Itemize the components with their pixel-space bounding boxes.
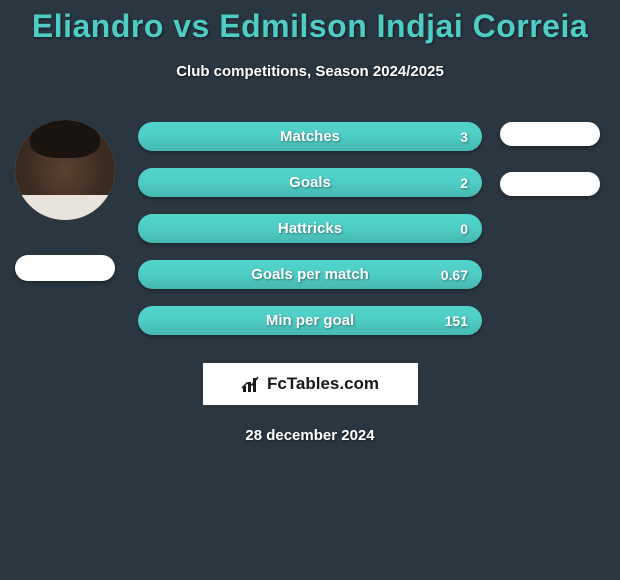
- page-title: Eliandro vs Edmilson Indjai Correia: [0, 8, 620, 45]
- stat-label: Goals per match: [251, 266, 369, 283]
- comparison-card: Eliandro vs Edmilson Indjai Correia Club…: [0, 0, 620, 444]
- stat-value: 0.67: [441, 267, 468, 283]
- site-logo-box[interactable]: FcTables.com: [203, 363, 418, 405]
- stat-label: Goals: [289, 174, 331, 191]
- stat-bar-matches: Matches 3: [138, 122, 482, 151]
- stat-value: 151: [445, 313, 468, 329]
- stat-bar-min-per-goal: Min per goal 151: [138, 306, 482, 335]
- player-left-column: [10, 120, 120, 281]
- stat-value: 0: [460, 221, 468, 237]
- stat-value: 3: [460, 129, 468, 145]
- stat-bar-goals-per-match: Goals per match 0.67: [138, 260, 482, 289]
- date-text: 28 december 2024: [0, 427, 620, 444]
- season-subtitle: Club competitions, Season 2024/2025: [0, 63, 620, 80]
- player-avatar: [15, 120, 115, 220]
- avatar-hair: [30, 120, 100, 158]
- player-left-name-pill: [15, 255, 115, 281]
- stat-bar-hattricks: Hattricks 0: [138, 214, 482, 243]
- content-row: Matches 3 Goals 2 Hattricks 0 Goals per …: [0, 120, 620, 335]
- stat-label: Min per goal: [266, 312, 354, 329]
- player-right-pill-1: [500, 122, 600, 146]
- stats-column: Matches 3 Goals 2 Hattricks 0 Goals per …: [138, 120, 482, 335]
- logo-text: FcTables.com: [267, 374, 379, 394]
- stat-label: Matches: [280, 128, 340, 145]
- stat-bar-goals: Goals 2: [138, 168, 482, 197]
- avatar-shirt: [15, 195, 115, 220]
- player-right-column: [500, 120, 610, 196]
- chart-icon: [241, 375, 261, 393]
- stat-value: 2: [460, 175, 468, 191]
- stat-label: Hattricks: [278, 220, 342, 237]
- player-right-pill-2: [500, 172, 600, 196]
